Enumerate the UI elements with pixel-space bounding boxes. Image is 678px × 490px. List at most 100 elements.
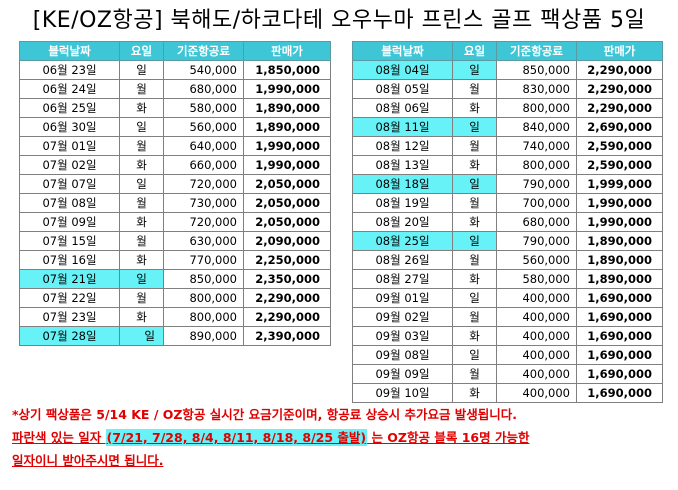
cell-day: 일 [119, 269, 164, 289]
cell-base-fare: 660,000 [163, 155, 244, 175]
cell-date: 08월 20일 [352, 212, 453, 232]
cell-date: 08월 19일 [352, 193, 453, 213]
cell-base-fare: 630,000 [163, 231, 244, 251]
cell-date: 08월 27일 [352, 269, 453, 289]
header-date: 블럭날짜 [352, 41, 453, 61]
cell-price: 1,990,000 [243, 79, 331, 99]
cell-price: 2,390,000 [243, 326, 331, 346]
table-row: 07월 15일 월 630,000 2,090,000 [19, 231, 331, 251]
fare-table-right: 블럭날짜 요일 기준항공료 판매가 08월 04일 일 850,000 2,290,0… [352, 41, 663, 403]
page-title: [KE/OZ항공] 북해도/하코다테 오우누마 프린스 골프 팩상품 5일 [32, 8, 646, 33]
table-row: 08월 12일 월 740,000 2,590,000 [352, 136, 663, 156]
cell-day: 월 [119, 193, 164, 213]
cell-date: 06월 25일 [19, 98, 120, 118]
table-row: 09월 01일 일 400,000 1,690,000 [352, 288, 663, 308]
cell-day: 화 [119, 155, 164, 175]
table-row: 06월 25일 화 580,000 1,890,000 [19, 98, 331, 118]
header-price: 판매가 [243, 41, 331, 61]
cell-date: 08월 04일 [352, 60, 453, 80]
cell-price: 2,050,000 [243, 193, 331, 213]
cell-day: 월 [452, 79, 497, 99]
table-row: 07월 01일 월 640,000 1,990,000 [19, 136, 331, 156]
cell-price: 2,290,000 [576, 60, 663, 80]
cell-base-fare: 740,000 [496, 136, 577, 156]
cell-day: 월 [452, 193, 497, 213]
cell-price: 1,690,000 [576, 326, 663, 346]
cell-day: 일 [119, 60, 164, 80]
cell-day: 월 [119, 79, 164, 99]
cell-base-fare: 400,000 [496, 383, 577, 403]
table-row: 09월 03일 화 400,000 1,690,000 [352, 326, 663, 346]
table-row: 08월 05일 월 830,000 2,290,000 [352, 79, 663, 99]
cell-price: 2,290,000 [576, 98, 663, 118]
header-day: 요일 [452, 41, 497, 61]
cell-date: 08월 13일 [352, 155, 453, 175]
cell-base-fare: 640,000 [163, 136, 244, 156]
cell-date: 07월 15일 [19, 231, 120, 251]
cell-day: 화 [452, 269, 497, 289]
table-row: 06월 23일 일 540,000 1,850,000 [19, 60, 331, 80]
cell-date: 09월 08일 [352, 345, 453, 365]
cell-date: 07월 09일 [19, 212, 120, 232]
cell-day: 일 [119, 117, 164, 137]
table-row: 09월 08일 일 400,000 1,690,000 [352, 345, 663, 365]
note-line-2: 파란색 있는 일자 (7/21, 7/28, 8/4, 8/11, 8/18, … [12, 426, 672, 449]
cell-date: 08월 12일 [352, 136, 453, 156]
cell-day: 일 [452, 231, 497, 251]
table-row: 08월 25일 일 790,000 1,890,000 [352, 231, 663, 251]
note-line-2-prefix: 파란색 있는 일자 [12, 430, 106, 445]
cell-price: 1,690,000 [576, 288, 663, 308]
cell-price: 2,090,000 [243, 231, 331, 251]
cell-day: 월 [452, 364, 497, 384]
cell-day: 월 [452, 136, 497, 156]
table-row: 07월 09일 화 720,000 2,050,000 [19, 212, 331, 232]
cell-price: 1,890,000 [243, 117, 331, 137]
cell-date: 08월 18일 [352, 174, 453, 194]
cell-price: 1,690,000 [576, 364, 663, 384]
table-row: 08월 04일 일 850,000 2,290,000 [352, 60, 663, 80]
cell-price: 2,590,000 [576, 155, 663, 175]
cell-base-fare: 840,000 [496, 117, 577, 137]
cell-base-fare: 790,000 [496, 174, 577, 194]
cell-date: 09월 03일 [352, 326, 453, 346]
table-row: 06월 24일 월 680,000 1,990,000 [19, 79, 331, 99]
cell-base-fare: 680,000 [163, 79, 244, 99]
header-day: 요일 [119, 41, 164, 61]
cell-day: 일 [119, 326, 164, 346]
cell-day: 화 [452, 326, 497, 346]
header-date: 블럭날짜 [19, 41, 120, 61]
cell-date: 07월 02일 [19, 155, 120, 175]
cell-base-fare: 790,000 [496, 231, 577, 251]
cell-day: 화 [452, 212, 497, 232]
cell-price: 2,350,000 [243, 269, 331, 289]
cell-price: 1,990,000 [243, 136, 331, 156]
cell-base-fare: 720,000 [163, 212, 244, 232]
cell-day: 월 [119, 231, 164, 251]
table-row: 08월 20일 화 680,000 1,990,000 [352, 212, 663, 232]
cell-base-fare: 850,000 [496, 60, 577, 80]
cell-date: 06월 30일 [19, 117, 120, 137]
cell-price: 2,250,000 [243, 250, 331, 270]
cell-day: 월 [452, 250, 497, 270]
table-header-row: 블럭날짜 요일 기준항공료 판매가 [352, 41, 663, 61]
cell-date: 07월 16일 [19, 250, 120, 270]
cell-price: 2,290,000 [576, 79, 663, 99]
cell-date: 09월 01일 [352, 288, 453, 308]
note-highlighted-dates: (7/21, 7/28, 8/4, 8/11, 8/18, 8/25 출발) [105, 429, 368, 446]
cell-price: 2,690,000 [576, 117, 663, 137]
cell-base-fare: 540,000 [163, 60, 244, 80]
cell-date: 08월 26일 [352, 250, 453, 270]
cell-date: 08월 05일 [352, 79, 453, 99]
cell-price: 1,890,000 [243, 98, 331, 118]
table-header-row: 블럭날짜 요일 기준항공료 판매가 [19, 41, 331, 61]
table-row: 06월 30일 일 560,000 1,890,000 [19, 117, 331, 137]
table-row: 07월 16일 화 770,000 2,250,000 [19, 250, 331, 270]
cell-price: 1,990,000 [576, 193, 663, 213]
cell-price: 2,590,000 [576, 136, 663, 156]
cell-day: 화 [452, 383, 497, 403]
header-price: 판매가 [576, 41, 663, 61]
table-row: 08월 18일 일 790,000 1,999,000 [352, 174, 663, 194]
cell-date: 07월 23일 [19, 307, 120, 327]
table-row: 09월 10일 화 400,000 1,690,000 [352, 383, 663, 403]
cell-day: 일 [452, 60, 497, 80]
